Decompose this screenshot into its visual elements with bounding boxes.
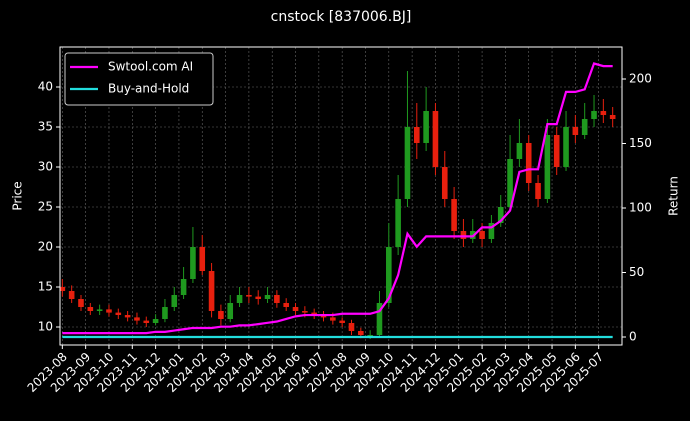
y-tick-label: 20	[38, 240, 53, 254]
candle-body	[460, 231, 467, 239]
candle-body	[106, 309, 112, 313]
candle-body	[218, 311, 224, 319]
candle-body	[376, 303, 383, 335]
candle-body	[143, 320, 150, 323]
candle-body	[488, 223, 495, 239]
candle-body	[190, 247, 196, 279]
candle-body	[563, 127, 569, 167]
candle-body	[134, 317, 140, 321]
candle-body	[432, 111, 439, 167]
plot-frame	[59, 46, 623, 346]
candle-body	[497, 207, 504, 223]
y-tick-label: 10	[38, 320, 53, 334]
y-tick-label: 15	[38, 280, 53, 294]
candle-body	[152, 319, 159, 323]
candle-body	[208, 271, 215, 311]
legend-label: Swtool.com AI	[108, 60, 193, 74]
candle-body	[320, 315, 327, 318]
y-axis-label: Price	[11, 181, 25, 210]
candle-body	[124, 315, 131, 318]
candle-body	[87, 307, 94, 311]
candle-body	[302, 311, 308, 313]
candle-body	[423, 111, 429, 143]
candle-body	[171, 295, 178, 307]
y-tick-label: 35	[38, 120, 53, 134]
candle-body	[96, 309, 103, 311]
candle-body	[367, 335, 373, 336]
candle-body	[227, 303, 234, 319]
candle-body	[479, 231, 485, 239]
candle-body	[507, 159, 513, 207]
y2-tick-label: 0	[629, 330, 637, 344]
y-tick-label: 30	[38, 160, 53, 174]
y2-tick-label: 200	[629, 71, 652, 85]
legend-label: Buy-and-Hold	[108, 82, 189, 96]
candle-body	[330, 317, 336, 321]
candle-body	[395, 199, 401, 247]
candle-body	[283, 303, 289, 307]
candle-body	[535, 183, 541, 199]
candle-body	[386, 247, 392, 303]
candle-body	[274, 295, 280, 303]
candle-body	[180, 279, 187, 295]
y-tick-label: 25	[38, 200, 53, 214]
candle-body	[404, 127, 411, 199]
y2-tick-label: 100	[629, 200, 652, 214]
y-tick-label: 40	[38, 80, 53, 94]
candle-body	[581, 119, 588, 135]
candle-body	[516, 143, 523, 159]
candle-body	[600, 111, 607, 115]
candle-body	[441, 167, 448, 199]
candle-body	[236, 295, 243, 303]
candle-body	[553, 135, 560, 167]
candle-body	[348, 323, 355, 331]
candle-body	[292, 307, 299, 311]
y2-tick-label: 150	[629, 136, 652, 150]
candle-body	[68, 291, 75, 299]
candle-body	[339, 320, 345, 323]
legend-box	[64, 52, 214, 106]
y2-tick-label: 50	[629, 265, 644, 279]
candle-body	[199, 247, 206, 271]
candle-body	[264, 295, 271, 299]
candle-body	[572, 127, 579, 135]
candle-body	[255, 296, 262, 299]
candle-body	[311, 312, 317, 315]
candle-body	[115, 312, 122, 315]
candle-body	[358, 331, 364, 335]
y2-axis-label: Return	[667, 176, 681, 216]
candle-body	[413, 127, 420, 143]
candle-body	[544, 135, 551, 199]
candle-body	[162, 307, 168, 319]
candle-body	[78, 299, 84, 307]
candle-body	[59, 287, 66, 291]
candle-body	[591, 111, 597, 119]
candle-body	[525, 143, 532, 183]
candle-body	[246, 295, 252, 297]
candle-body	[451, 199, 457, 231]
return-line	[62, 62, 613, 335]
candle-body	[609, 115, 616, 119]
chart-title: cnstock [837006.BJ]	[271, 9, 412, 25]
